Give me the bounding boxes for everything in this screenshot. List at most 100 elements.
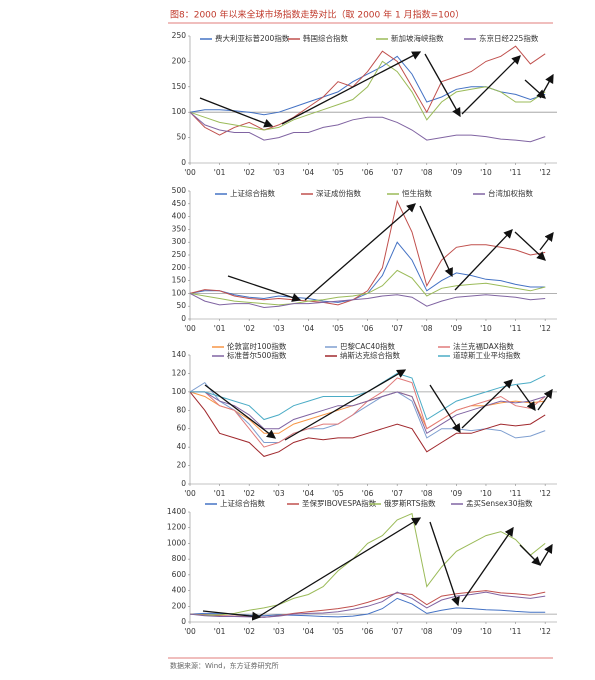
x-tick-label: '10 [480,324,492,333]
series-line [189,199,546,306]
x-tick-label: '09 [451,489,463,498]
legend-label: 孟买Sensex30指数 [466,498,533,508]
y-tick-label: 200 [172,56,187,65]
x-tick-label: '07 [391,168,403,177]
x-tick-label: '05 [332,627,344,636]
x-tick-label: '10 [480,168,492,177]
legend-label: 台湾加权指数 [488,188,533,198]
x-tick-label: '03 [273,627,285,636]
series-line [189,512,546,616]
x-tick-label: '02 [243,627,255,636]
arrow [519,544,541,566]
legend-label: 纳斯达克综合指数 [340,350,400,360]
x-tick-label: '06 [362,324,374,333]
y-tick-label: 60 [176,424,186,433]
series-line [189,269,546,306]
arrow [204,384,277,439]
arrows [199,51,554,621]
series-line [189,590,546,618]
y-tick-label: 500 [172,186,187,195]
y-tick-label: 140 [172,350,187,359]
legend-label: 法兰克福DAX指数 [453,341,514,351]
legend-label: 伦敦富时100指数 [227,341,287,351]
arrow [539,231,554,251]
y-tick-label: 450 [172,199,187,208]
x-tick-label: '01 [214,627,226,636]
x-tick-label: '01 [214,168,226,177]
x-tick-label: '00 [184,489,196,498]
arrow [257,517,422,618]
arrow [461,55,521,115]
x-tick-label: '03 [273,489,285,498]
legend-label: 道琼斯工业平均指数 [453,350,521,360]
y-tick-label: 600 [172,570,187,579]
x-tick-label: '12 [539,489,551,498]
arrow [461,379,513,429]
x-tick-label: '08 [421,324,433,333]
x-tick-label: '04 [303,324,315,333]
series-line [189,55,546,116]
arrow [539,73,554,99]
y-tick-label: 1400 [167,507,186,516]
x-tick-label: '05 [332,489,344,498]
legend-label: 上证综合指数 [230,188,275,198]
series-line [189,292,546,309]
y-tick-label: 40 [176,442,186,451]
x-tick-label: '08 [421,627,433,636]
y-tick-label: 250 [172,31,187,40]
arrow [454,229,513,291]
y-tick-label: 20 [176,461,186,470]
arrow [514,231,546,261]
y-tick-label: 200 [172,601,187,610]
arrow [429,384,461,434]
arrow [424,53,461,118]
x-tick-label: '09 [451,324,463,333]
y-tick-label: 100 [172,288,187,297]
x-tick-label: '06 [362,489,374,498]
legend-label: 巴黎CAC40指数 [340,341,396,351]
arrow [227,275,302,302]
x-tick-label: '04 [303,168,315,177]
source: 数据来源：Wind，东方证券研究所 [170,661,279,670]
y-tick-label: 150 [172,82,187,91]
arrow [539,543,553,566]
y-tick-label: 50 [176,301,186,310]
legend-label: 恒生指数 [402,188,432,198]
legend-label: 费大利亚标普200指数 [215,33,290,43]
x-tick-label: '12 [539,627,551,636]
y-tick-label: 120 [172,368,187,377]
y-tick-label: 350 [172,224,187,233]
x-tick-label: '05 [332,168,344,177]
series-line [189,391,546,457]
series-line [190,377,546,448]
series-line [189,45,546,136]
y-tick-label: 100 [172,387,187,396]
series-line [190,372,546,421]
x-tick-label: '05 [332,324,344,333]
y-tick-label: 50 [176,133,186,142]
x-tick-label: '02 [243,489,255,498]
x-tick-label: '07 [391,627,403,636]
x-tick-label: '12 [539,324,551,333]
legend-label: 东京日经225指数 [479,33,539,43]
arrow [516,384,536,412]
x-tick-label: '01 [214,489,226,498]
x-tick-label: '11 [510,627,522,636]
x-tick-label: '08 [421,489,433,498]
y-tick-label: 250 [172,250,187,259]
legend-label: 标准普尔500指数 [227,350,287,360]
x-tick-label: '02 [243,324,255,333]
x-tick-label: '11 [510,168,522,177]
legend-label: 深证成份指数 [316,188,361,198]
x-tick-label: '00 [184,627,196,636]
y-tick-label: 200 [172,263,187,272]
y-tick-label: 1000 [167,538,186,547]
x-tick-label: '10 [480,627,492,636]
y-tick-label: 80 [176,405,186,414]
y-tick-label: 150 [172,276,187,285]
y-tick-label: 0 [181,158,186,167]
y-tick-label: 300 [172,237,187,246]
legend-label: 韩国综合指数 [303,33,348,43]
arrow [537,388,553,411]
